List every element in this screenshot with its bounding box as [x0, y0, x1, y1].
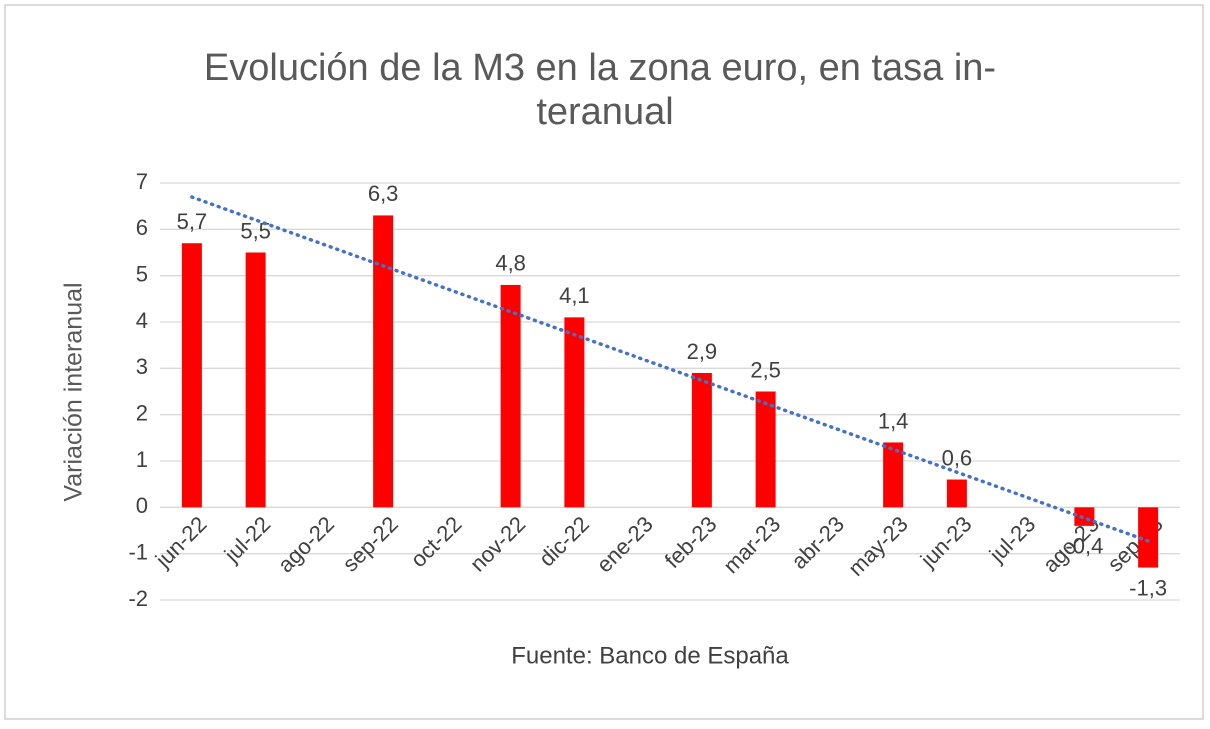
y-tick-label: -2: [128, 586, 148, 611]
y-tick-label: 2: [136, 400, 148, 425]
data-label: 4,1: [559, 283, 590, 308]
bar: [500, 284, 521, 508]
data-label: 4,8: [495, 251, 526, 276]
bar: [691, 372, 712, 508]
y-tick-label: 4: [136, 308, 148, 333]
data-label: 1,4: [878, 408, 909, 433]
trendline: [190, 195, 1150, 543]
y-tick-label: 0: [136, 493, 148, 518]
bar: [755, 391, 776, 508]
bar: [1074, 507, 1095, 526]
data-label: -0,4: [1065, 534, 1103, 559]
data-label: 0,6: [942, 445, 973, 470]
source-note: Fuente: Banco de España: [511, 642, 789, 669]
data-label: 2,5: [750, 357, 781, 382]
data-label: 5,7: [177, 209, 208, 234]
y-tick-label: 5: [136, 261, 148, 286]
chart-title: teranual: [536, 91, 673, 133]
y-tick-label: 1: [136, 447, 148, 472]
data-label: -1,3: [1129, 575, 1167, 600]
bar: [181, 243, 202, 508]
bar: [946, 479, 967, 508]
y-tick-label: 3: [136, 354, 148, 379]
bar: [1138, 507, 1159, 568]
bar: [564, 317, 585, 508]
bar: [245, 252, 266, 508]
y-tick-label: 7: [136, 169, 148, 194]
bar: [373, 215, 394, 508]
chart-title: Evolución de la M3 en la zona euro, en t…: [204, 47, 996, 89]
y-axis-label: Variación interanual: [60, 282, 88, 501]
y-tick-label: -1: [128, 539, 148, 564]
data-label: 2,9: [687, 339, 718, 364]
data-label: 6,3: [368, 181, 399, 206]
y-tick-label: 6: [136, 215, 148, 240]
bar: [883, 442, 904, 508]
